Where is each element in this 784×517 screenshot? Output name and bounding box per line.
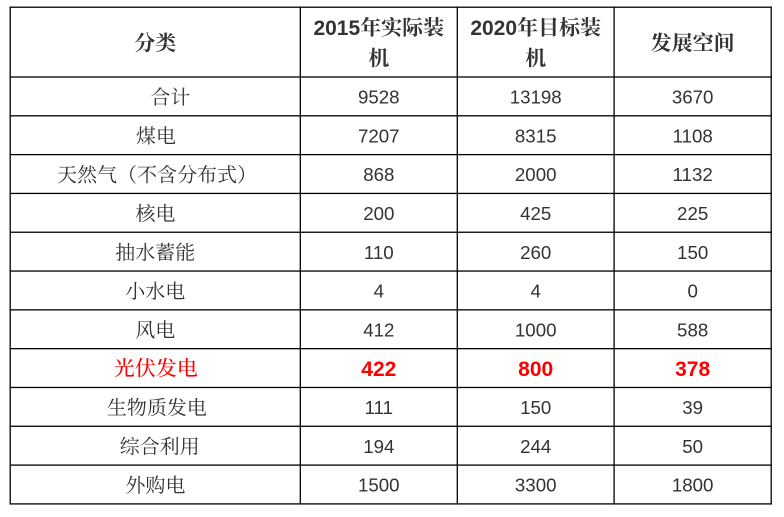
svg-text:1108: 1108: [673, 125, 713, 146]
svg-text:110: 110: [364, 242, 394, 263]
svg-text:50: 50: [682, 436, 703, 457]
svg-text:0: 0: [687, 281, 697, 302]
svg-text:39: 39: [682, 397, 703, 418]
svg-text:150: 150: [520, 397, 551, 418]
svg-text:2020: 2020: [470, 17, 517, 40]
svg-text:8315: 8315: [515, 125, 557, 146]
svg-text:3670: 3670: [672, 87, 714, 108]
svg-text:425: 425: [520, 203, 551, 224]
svg-text:4: 4: [530, 281, 540, 302]
svg-text:260: 260: [520, 242, 551, 263]
svg-text:4: 4: [374, 281, 384, 302]
svg-text:111: 111: [365, 397, 393, 418]
svg-text:1132: 1132: [673, 164, 713, 185]
svg-text:7207: 7207: [358, 125, 400, 146]
svg-text:422: 422: [361, 358, 396, 381]
svg-text:1800: 1800: [672, 475, 714, 496]
svg-text:150: 150: [677, 242, 708, 263]
svg-text:9528: 9528: [358, 87, 400, 108]
svg-text:3300: 3300: [515, 475, 557, 496]
svg-text:868: 868: [363, 164, 394, 185]
svg-text:200: 200: [363, 203, 394, 224]
svg-text:1500: 1500: [358, 475, 400, 496]
svg-text:244: 244: [520, 436, 551, 457]
svg-text:13198: 13198: [510, 87, 562, 108]
svg-text:194: 194: [363, 436, 394, 457]
svg-text:412: 412: [363, 319, 394, 340]
svg-text:2000: 2000: [515, 164, 557, 185]
svg-text:588: 588: [677, 319, 708, 340]
svg-text:1000: 1000: [515, 319, 557, 340]
svg-text:225: 225: [677, 203, 708, 224]
svg-text:2015: 2015: [313, 17, 360, 40]
svg-text:800: 800: [518, 358, 553, 381]
svg-text:378: 378: [675, 358, 710, 381]
